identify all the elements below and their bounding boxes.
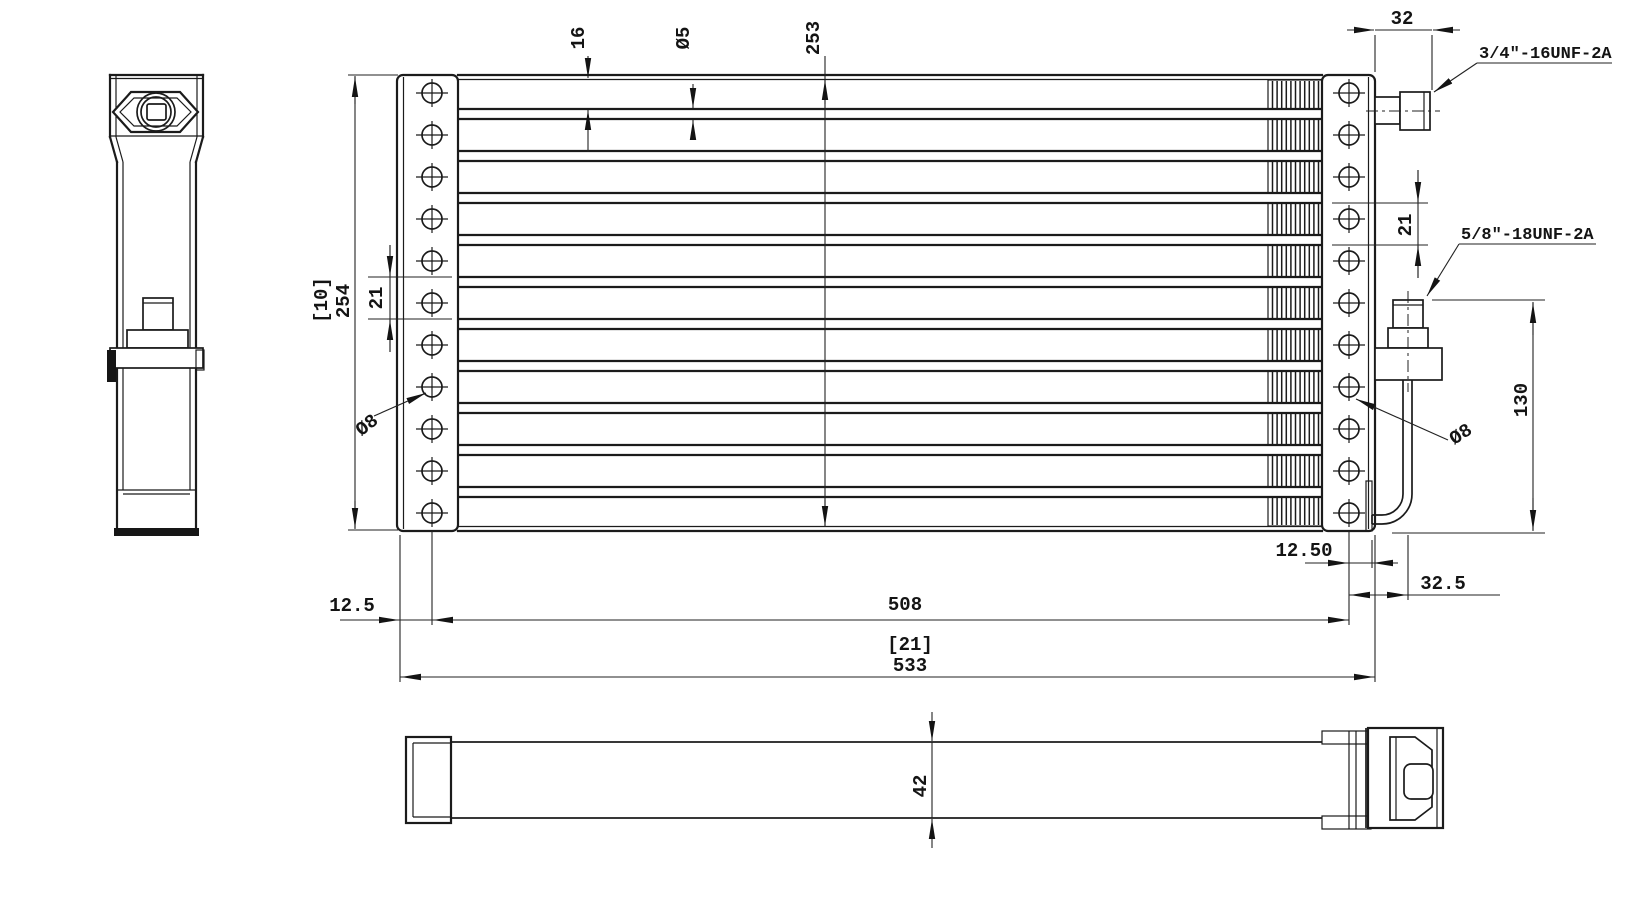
- tube-hole: [1333, 457, 1365, 485]
- dim-width-533: [21] 533: [400, 535, 1376, 682]
- bottom-view: [404, 726, 1445, 830]
- tube-hole: [416, 499, 448, 527]
- dim-height-254: [10] 254: [311, 74, 398, 531]
- fitting-label: 5/8"-18UNF-2A: [1461, 226, 1594, 245]
- dim-tube-spacing-16: 16: [568, 27, 592, 152]
- tube-rows: [456, 107, 1324, 499]
- tube-hole: [416, 457, 448, 485]
- side-view-bottom-cap: [114, 528, 199, 536]
- dim-offset-12-5: 12.5: [329, 531, 1350, 682]
- tube-hole: [1333, 331, 1365, 359]
- label-fitting-3-4-16unf: 3/4"-16UNF-2A: [1433, 45, 1612, 93]
- dim-label: Ø8: [1446, 419, 1477, 450]
- dim-tube-dia-5: Ø5: [673, 27, 697, 140]
- dim-label: 254: [333, 284, 355, 318]
- dim-label: 32.5: [1420, 573, 1466, 595]
- dim-drop-height-130: 130: [1392, 299, 1545, 534]
- dim-label: 21: [366, 287, 388, 310]
- outlet-drop-tube: [1365, 380, 1413, 532]
- side-port-and-bracket: [107, 297, 205, 382]
- dim-offset-32-5: 32.5: [1349, 535, 1500, 600]
- dim-label: 508: [888, 594, 922, 616]
- dim-label: 533: [893, 655, 927, 677]
- tube-hole: [416, 331, 448, 359]
- front-view: [395, 73, 1443, 533]
- core-top-edge: [456, 73, 1324, 81]
- tube-hole: [416, 205, 448, 233]
- fitting-label: 3/4"-16UNF-2A: [1479, 45, 1612, 64]
- dim-tube-span-508: 508: [888, 594, 1348, 624]
- hole-columns: [416, 79, 1365, 527]
- dimensions: 16 Ø5 253 32 3/4"-16UNF-2A: [311, 8, 1612, 848]
- dim-label: 42: [910, 775, 932, 798]
- tube-hole: [1333, 499, 1365, 527]
- tube-hole: [1333, 289, 1365, 317]
- tube-hole: [1333, 373, 1365, 401]
- tube-hole: [1333, 205, 1365, 233]
- dim-label: Ø5: [673, 27, 695, 50]
- dim-core-span-253: 253: [803, 21, 829, 527]
- tube-hole: [416, 373, 448, 401]
- dim-label: 130: [1511, 383, 1533, 417]
- dim-depth-42: 42: [910, 712, 936, 848]
- tube-hole: [1333, 163, 1365, 191]
- tube-hole: [1333, 121, 1365, 149]
- dim-label: 16: [568, 27, 590, 50]
- dim-fitting-offset-32: 32: [1347, 8, 1460, 90]
- dim-tube-pitch-21-right: 21: [1332, 170, 1428, 278]
- tube-hole: [416, 121, 448, 149]
- dim-label: 21: [1395, 214, 1417, 237]
- outlet-fitting-5-8: [1374, 291, 1443, 392]
- dim-label: 253: [803, 21, 825, 55]
- tube-hole: [416, 289, 448, 317]
- tube-hole: [416, 79, 448, 107]
- tube-hole: [416, 415, 448, 443]
- bottom-right-end-fitting: [1321, 726, 1445, 830]
- fin-pack: [1267, 79, 1323, 527]
- tube-hole: [416, 247, 448, 275]
- dim-offset-12-50: 12.50: [1275, 540, 1398, 568]
- tube-hole: [1333, 79, 1365, 107]
- bottom-left-end-cap: [404, 735, 453, 825]
- dim-label: 12.5: [329, 595, 375, 617]
- side-view: [107, 73, 205, 536]
- dim-tube-pitch-21-left: 21: [366, 245, 452, 352]
- fitting-boss-end-view: [111, 90, 200, 134]
- label-fitting-5-8-18unf: 5/8"-18UNF-2A: [1426, 226, 1596, 297]
- inlet-fitting-3-4: [1366, 91, 1440, 131]
- dim-ref-label: [21]: [887, 634, 933, 656]
- dim-ref-label: [10]: [311, 277, 333, 323]
- core-bottom-edge: [456, 525, 1324, 533]
- tube-hole: [416, 163, 448, 191]
- tube-hole: [1333, 415, 1365, 443]
- dim-label: 32: [1391, 8, 1414, 30]
- dim-label: 12.50: [1275, 540, 1332, 562]
- tube-hole: [1333, 247, 1365, 275]
